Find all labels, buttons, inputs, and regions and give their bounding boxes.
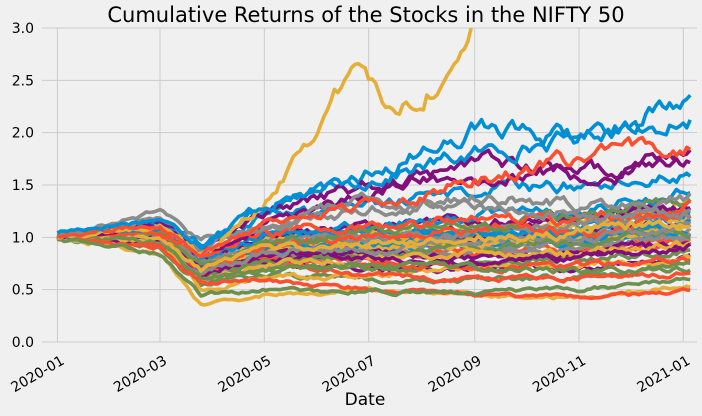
x-tick-label: 2020-11 xyxy=(530,353,589,396)
y-tick-label: 0.0 xyxy=(12,335,34,351)
series-line-2 xyxy=(56,135,692,259)
y-tick-label: 1.5 xyxy=(12,178,34,194)
x-tick-label: 2021-01 xyxy=(634,353,693,396)
y-axis-ticks: 0.0 0.5 1.0 1.5 2.0 2.5 3.0 xyxy=(12,21,34,351)
series-line-3 xyxy=(57,28,473,256)
series-line-4 xyxy=(57,237,691,298)
y-tick-label: 2.0 xyxy=(12,126,34,142)
y-tick-label: 1.0 xyxy=(12,230,34,246)
series-line-1 xyxy=(56,93,692,250)
x-axis-label: Date xyxy=(345,390,386,410)
x-tick-label: 2020-05 xyxy=(215,353,274,396)
y-tick-label: 0.5 xyxy=(12,283,34,299)
series-line-12 xyxy=(56,148,692,255)
chart-title: Cumulative Returns of the Stocks in the … xyxy=(107,3,624,27)
series-group xyxy=(56,28,692,307)
y-tick-label: 2.5 xyxy=(12,73,34,89)
series-line-15 xyxy=(56,219,691,273)
x-tick-label: 2020-01 xyxy=(9,353,68,396)
x-tick-label: 2020-09 xyxy=(426,353,485,396)
y-tick-label: 3.0 xyxy=(12,21,34,37)
x-tick-label: 2020-03 xyxy=(111,353,170,396)
